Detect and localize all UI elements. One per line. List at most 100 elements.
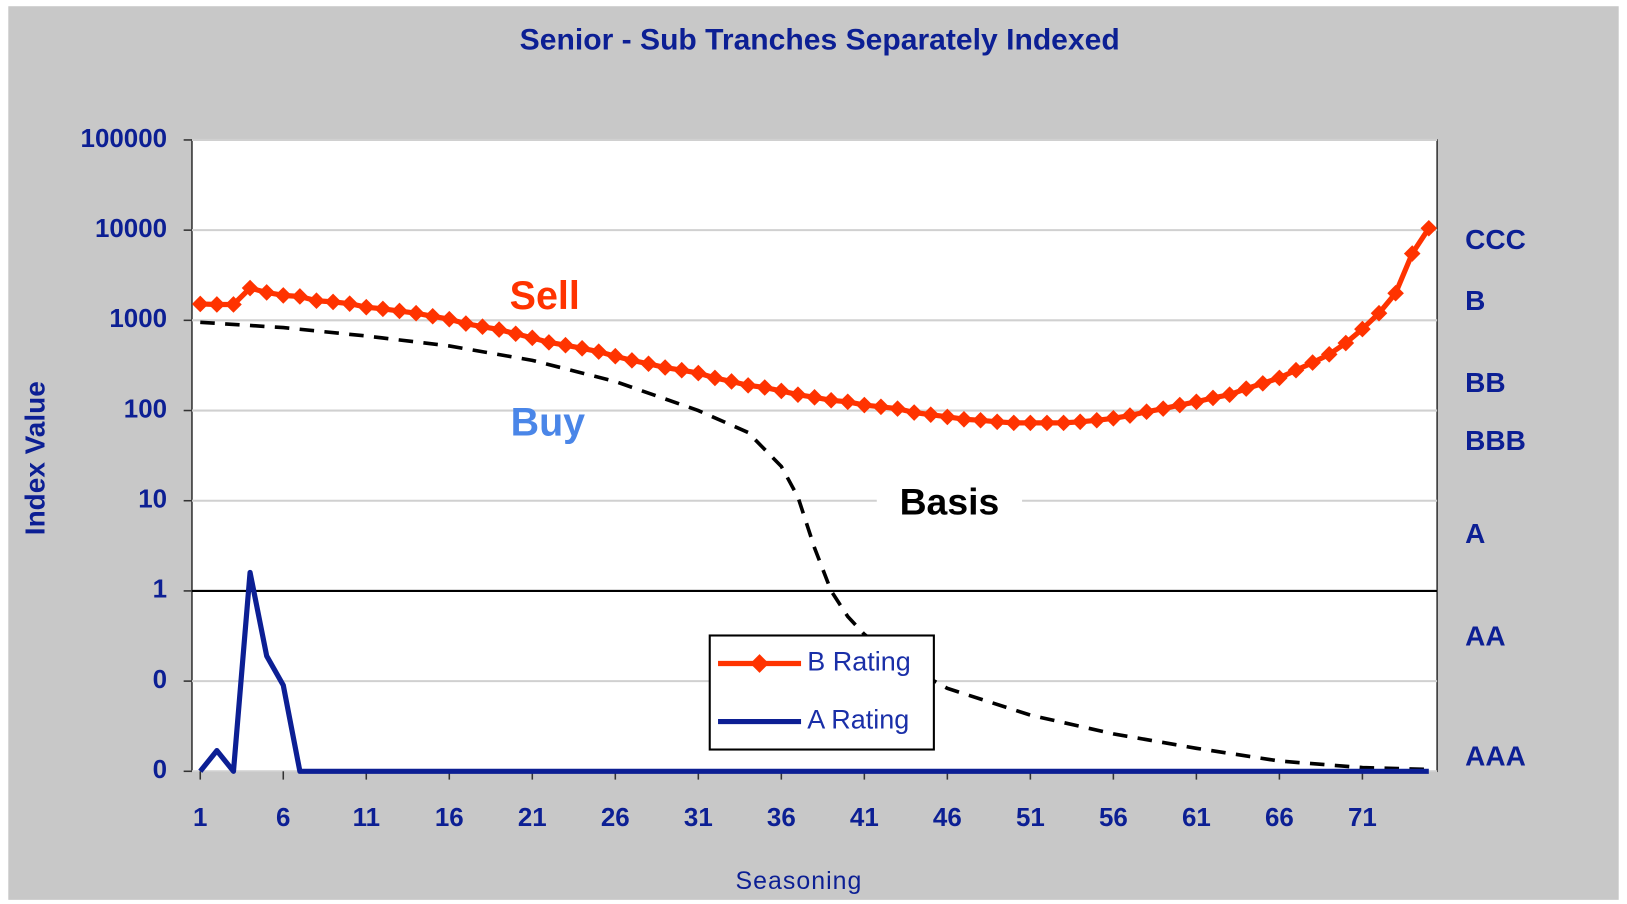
rating-label: BBB: [1465, 425, 1526, 456]
rating-label: AAA: [1465, 741, 1526, 772]
data-point: [607, 347, 624, 365]
legend-label: B Rating: [807, 647, 910, 677]
chart-title: Senior - Sub Tranches Separately Indexed: [520, 23, 1120, 56]
data-point: [391, 302, 408, 320]
data-point: [590, 343, 608, 360]
data-point: [723, 373, 740, 390]
data-point: [440, 310, 458, 328]
y-axis-label: Index Value: [20, 381, 51, 535]
data-point: [191, 295, 209, 313]
data-point: [739, 377, 757, 394]
data-point: [374, 300, 392, 318]
data-point: [690, 364, 707, 382]
data-point: [457, 315, 475, 332]
data-point: [1420, 219, 1438, 237]
data-point: [806, 389, 823, 406]
data-point: [490, 321, 508, 338]
data-point: [1354, 320, 1371, 338]
data-point: [1271, 369, 1288, 387]
series-line: [198, 569, 1429, 774]
data-point: [258, 284, 275, 301]
data-point: [274, 287, 292, 304]
data-point: [225, 296, 242, 313]
data-point: [208, 296, 226, 313]
legend-label: A Rating: [807, 705, 909, 735]
rating-label: A: [1465, 518, 1485, 549]
data-point: [1304, 354, 1321, 371]
data-point: [1403, 245, 1421, 262]
x-tick-label: 16: [435, 804, 464, 832]
y-tick-label: 10: [138, 486, 167, 514]
data-point: [640, 355, 657, 373]
x-tick-label: 21: [518, 804, 547, 832]
legend-marker: [750, 654, 769, 673]
y-tick-label: 10000: [95, 215, 167, 243]
data-point: [324, 293, 342, 311]
data-point: [1254, 375, 1272, 392]
data-point: [988, 413, 1006, 431]
data-point: [955, 410, 973, 428]
y-tick-label: 100: [124, 395, 167, 423]
data-point: [1071, 413, 1089, 431]
data-point: [872, 398, 890, 416]
data-point: [922, 406, 940, 423]
x-tick-label: 61: [1182, 804, 1211, 832]
x-tick-label: 6: [276, 804, 290, 832]
data-point: [341, 295, 358, 312]
data-point: [1105, 410, 1122, 427]
data-point: [474, 318, 491, 335]
data-point: [1221, 386, 1238, 403]
data-point: [291, 288, 309, 305]
legend-box: [708, 634, 935, 751]
data-point: [1088, 411, 1106, 429]
data-point: [756, 379, 774, 396]
data-point: [939, 408, 956, 426]
x-tick-label: 36: [767, 804, 796, 832]
data-point: [557, 336, 574, 354]
data-point: [573, 339, 591, 357]
data-point: [1138, 403, 1155, 421]
x-tick-label: 26: [601, 804, 630, 832]
data-point: [1171, 396, 1189, 414]
x-tick-label: 41: [850, 804, 879, 832]
data-point: [507, 325, 525, 343]
y-tick-label: 0: [153, 756, 167, 784]
data-point: [905, 404, 923, 421]
data-point: [822, 391, 840, 409]
data-point: [1055, 414, 1072, 432]
annotation: Basis: [900, 481, 1000, 523]
data-point: [424, 307, 441, 325]
data-point: [407, 304, 425, 322]
data-point: [1337, 334, 1355, 352]
x-tick-label: 51: [1016, 804, 1045, 832]
data-point: [1204, 389, 1222, 407]
data-point: [540, 334, 558, 351]
data-point: [1237, 380, 1255, 397]
annotation: Sell: [510, 274, 580, 318]
data-point: [308, 292, 325, 310]
rating-label: B: [1465, 285, 1485, 316]
annotation: Buy: [511, 400, 586, 444]
data-point: [1005, 414, 1023, 432]
data-point: [1370, 304, 1388, 322]
y-tick-label: 1: [153, 576, 167, 604]
x-tick-label: 1: [193, 804, 207, 832]
data-point: [1022, 414, 1039, 432]
rating-label: CCC: [1465, 224, 1526, 255]
data-point: [789, 386, 807, 403]
data-point: [1038, 414, 1056, 432]
data-point: [856, 396, 873, 414]
data-point: [972, 411, 989, 429]
x-tick-label: 56: [1099, 804, 1128, 832]
data-point: [839, 393, 857, 411]
rating-label: AA: [1465, 620, 1505, 651]
data-point: [656, 359, 674, 376]
x-axis-label: Seasoning: [735, 867, 862, 895]
data-point: [623, 352, 641, 369]
y-tick-label: 1000: [109, 305, 167, 333]
y-tick-label: 0: [153, 666, 167, 694]
data-point: [241, 279, 259, 297]
data-point: [1287, 361, 1305, 379]
